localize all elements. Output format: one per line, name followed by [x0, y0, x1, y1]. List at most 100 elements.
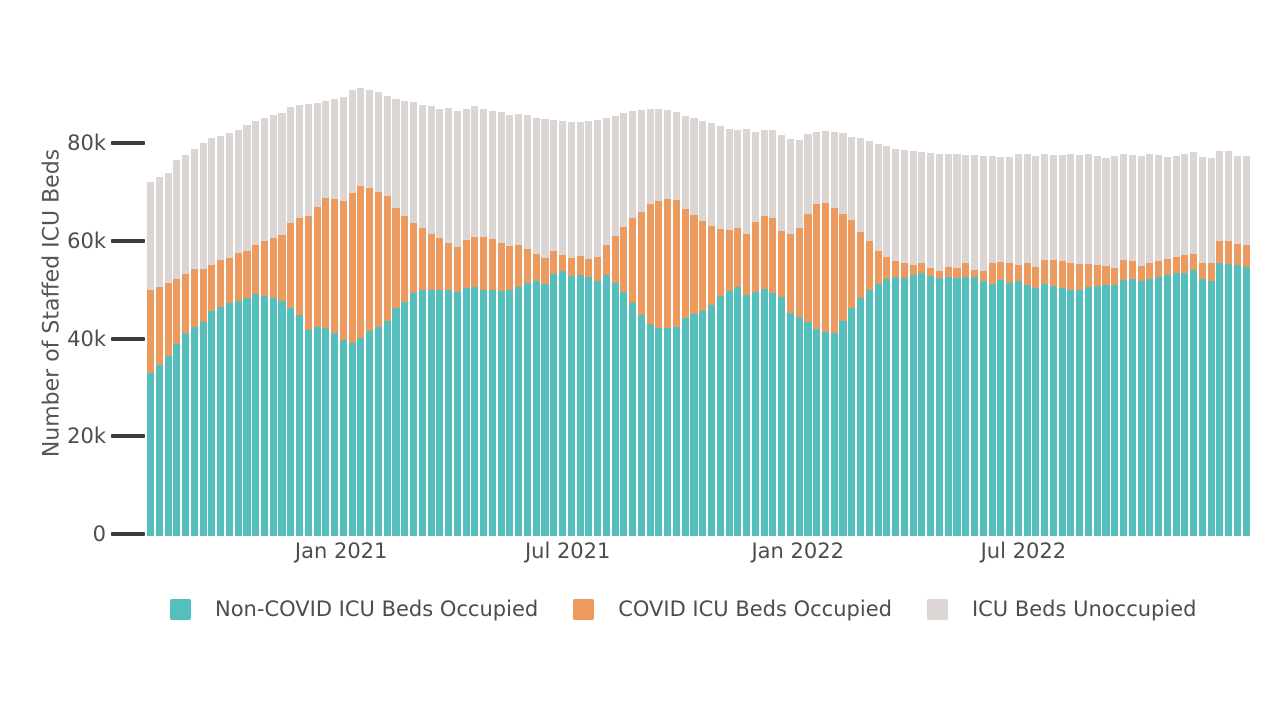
segment-covid-icu-beds-occupied[interactable]: [944, 266, 952, 277]
segment-covid-icu-beds-occupied[interactable]: [918, 263, 926, 274]
segment-non-covid-icu-beds-occupied[interactable]: [550, 274, 558, 536]
segment-icu-beds-unoccupied[interactable]: [217, 136, 225, 261]
segment-covid-icu-beds-occupied[interactable]: [1023, 263, 1031, 285]
segment-icu-beds-unoccupied[interactable]: [401, 101, 409, 217]
segment-covid-icu-beds-occupied[interactable]: [778, 231, 786, 298]
bar-week-2021-04-11[interactable]: [462, 108, 470, 536]
segment-icu-beds-unoccupied[interactable]: [778, 134, 786, 232]
bar-week-2021-11-14[interactable]: [734, 130, 742, 536]
bar-week-2021-03-07[interactable]: [418, 104, 426, 536]
segment-non-covid-icu-beds-occupied[interactable]: [979, 281, 987, 536]
segment-covid-icu-beds-occupied[interactable]: [1137, 265, 1145, 282]
segment-icu-beds-unoccupied[interactable]: [716, 125, 724, 230]
segment-covid-icu-beds-occupied[interactable]: [962, 263, 970, 277]
bar-week-2021-06-06[interactable]: [532, 117, 540, 536]
bar-week-2022-04-10[interactable]: [918, 152, 926, 536]
segment-non-covid-icu-beds-occupied[interactable]: [760, 289, 768, 536]
segment-non-covid-icu-beds-occupied[interactable]: [795, 317, 803, 536]
segment-icu-beds-unoccupied[interactable]: [1119, 154, 1128, 260]
bar-week-2021-12-26[interactable]: [786, 139, 794, 536]
bar-week-2022-11-20[interactable]: [1198, 157, 1206, 536]
segment-non-covid-icu-beds-occupied[interactable]: [655, 328, 663, 536]
bar-week-2021-05-09[interactable]: [497, 111, 505, 536]
segment-icu-beds-unoccupied[interactable]: [594, 119, 602, 258]
segment-covid-icu-beds-occupied[interactable]: [988, 263, 996, 284]
segment-icu-beds-unoccupied[interactable]: [760, 129, 768, 217]
bar-week-2022-04-17[interactable]: [927, 153, 935, 536]
segment-covid-icu-beds-occupied[interactable]: [550, 250, 558, 275]
segment-icu-beds-unoccupied[interactable]: [182, 155, 190, 274]
segment-covid-icu-beds-occupied[interactable]: [1198, 262, 1206, 280]
segment-covid-icu-beds-occupied[interactable]: [743, 233, 751, 295]
segment-icu-beds-unoccupied[interactable]: [1014, 154, 1022, 265]
segment-non-covid-icu-beds-occupied[interactable]: [287, 307, 295, 536]
segment-non-covid-icu-beds-occupied[interactable]: [155, 364, 163, 536]
segment-icu-beds-unoccupied[interactable]: [664, 110, 672, 199]
segment-non-covid-icu-beds-occupied[interactable]: [1049, 286, 1057, 536]
segment-non-covid-icu-beds-occupied[interactable]: [532, 281, 540, 536]
segment-icu-beds-unoccupied[interactable]: [892, 148, 900, 262]
segment-non-covid-icu-beds-occupied[interactable]: [1067, 289, 1075, 536]
segment-covid-icu-beds-occupied[interactable]: [1155, 261, 1163, 277]
bar-week-2022-05-22[interactable]: [970, 155, 979, 536]
segment-icu-beds-unoccupied[interactable]: [690, 117, 698, 215]
segment-non-covid-icu-beds-occupied[interactable]: [488, 289, 496, 536]
segment-covid-icu-beds-occupied[interactable]: [488, 238, 496, 290]
segment-covid-icu-beds-occupied[interactable]: [1102, 265, 1110, 285]
segment-non-covid-icu-beds-occupied[interactable]: [164, 355, 172, 536]
segment-non-covid-icu-beds-occupied[interactable]: [296, 314, 304, 536]
bar-week-2020-09-20[interactable]: [208, 137, 216, 536]
segment-covid-icu-beds-occupied[interactable]: [734, 228, 742, 288]
segment-non-covid-icu-beds-occupied[interactable]: [523, 282, 531, 536]
bar-week-2021-01-10[interactable]: [348, 90, 356, 536]
segment-covid-icu-beds-occupied[interactable]: [1207, 262, 1215, 281]
segment-icu-beds-unoccupied[interactable]: [1155, 155, 1163, 262]
segment-non-covid-icu-beds-occupied[interactable]: [927, 275, 935, 536]
segment-non-covid-icu-beds-occupied[interactable]: [664, 327, 672, 536]
bar-week-2022-10-23[interactable]: [1163, 156, 1171, 536]
bar-week-2020-08-23[interactable]: [173, 160, 181, 536]
segment-covid-icu-beds-occupied[interactable]: [234, 253, 242, 301]
segment-non-covid-icu-beds-occupied[interactable]: [997, 280, 1005, 536]
segment-icu-beds-unoccupied[interactable]: [953, 154, 961, 268]
segment-non-covid-icu-beds-occupied[interactable]: [935, 278, 943, 536]
segment-icu-beds-unoccupied[interactable]: [1181, 154, 1189, 255]
segment-covid-icu-beds-occupied[interactable]: [173, 278, 181, 345]
segment-icu-beds-unoccupied[interactable]: [821, 131, 830, 204]
segment-non-covid-icu-beds-occupied[interactable]: [1058, 288, 1066, 536]
bar-week-2020-12-27[interactable]: [331, 98, 339, 536]
segment-icu-beds-unoccupied[interactable]: [576, 122, 584, 257]
segment-non-covid-icu-beds-occupied[interactable]: [629, 302, 637, 536]
segment-icu-beds-unoccupied[interactable]: [366, 89, 374, 188]
segment-covid-icu-beds-occupied[interactable]: [418, 228, 426, 291]
bar-week-2021-11-21[interactable]: [743, 128, 751, 536]
bar-week-2020-11-15[interactable]: [278, 112, 286, 536]
bar-week-2021-08-29[interactable]: [637, 110, 645, 536]
bar-week-2022-09-04[interactable]: [1102, 157, 1110, 536]
segment-non-covid-icu-beds-occupied[interactable]: [445, 289, 453, 536]
bar-week-2021-10-03[interactable]: [681, 116, 689, 536]
segment-icu-beds-unoccupied[interactable]: [392, 98, 400, 209]
segment-covid-icu-beds-occupied[interactable]: [1119, 259, 1128, 281]
segment-covid-icu-beds-occupied[interactable]: [979, 271, 987, 282]
segment-covid-icu-beds-occupied[interactable]: [278, 234, 286, 302]
segment-non-covid-icu-beds-occupied[interactable]: [392, 307, 400, 536]
segment-covid-icu-beds-occupied[interactable]: [795, 227, 803, 318]
bar-week-2021-12-12[interactable]: [769, 130, 777, 536]
bar-week-2020-10-11[interactable]: [234, 129, 242, 536]
bar-week-2021-06-20[interactable]: [550, 120, 558, 536]
segment-covid-icu-beds-occupied[interactable]: [1181, 254, 1189, 274]
bar-week-2022-07-24[interactable]: [1049, 155, 1057, 536]
segment-non-covid-icu-beds-occupied[interactable]: [1041, 283, 1049, 536]
segment-non-covid-icu-beds-occupied[interactable]: [769, 292, 777, 536]
segment-covid-icu-beds-occupied[interactable]: [208, 264, 216, 311]
segment-icu-beds-unoccupied[interactable]: [515, 113, 523, 246]
segment-non-covid-icu-beds-occupied[interactable]: [427, 289, 435, 536]
bar-week-2020-10-04[interactable]: [225, 133, 233, 536]
segment-icu-beds-unoccupied[interactable]: [1242, 156, 1250, 246]
bar-week-2022-05-15[interactable]: [962, 155, 970, 536]
bar-week-2021-04-04[interactable]: [453, 111, 461, 536]
segment-covid-icu-beds-occupied[interactable]: [357, 186, 365, 339]
bar-week-2020-12-13[interactable]: [313, 102, 321, 536]
bar-week-2021-09-19[interactable]: [664, 110, 672, 536]
